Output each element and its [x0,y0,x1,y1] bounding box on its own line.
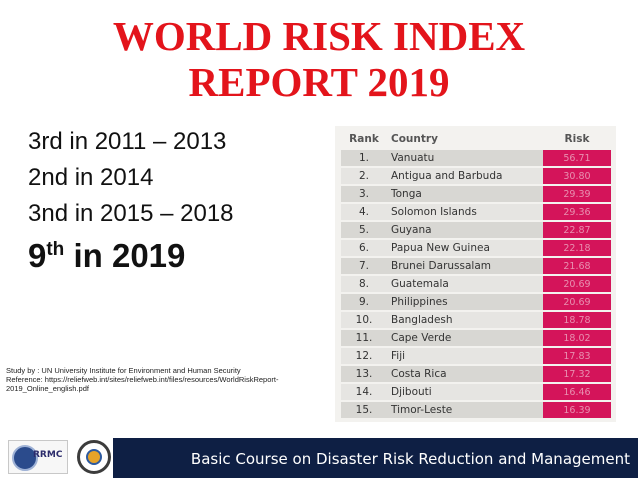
rank-cell: 2. [341,168,387,184]
country-cell: Guyana [387,222,543,238]
current-rank-suffix: th [46,239,65,260]
country-cell: Guatemala [387,276,543,292]
country-cell: Antigua and Barbuda [387,168,543,184]
risk-cell: 16.39 [543,402,611,418]
table-row: 4. Solomon Islands 29.36 [341,204,611,220]
risk-cell: 22.18 [543,240,611,256]
risk-cell: 17.83 [543,348,611,364]
country-cell: Djibouti [387,384,543,400]
footer: RRMC Basic Course on Disaster Risk Reduc… [0,438,638,478]
rank-cell: 12. [341,348,387,364]
risk-cell: 16.46 [543,384,611,400]
risk-cell: 17.32 [543,366,611,382]
table-row: 5. Guyana 22.87 [341,222,611,238]
table-row: 12. Fiji 17.83 [341,348,611,364]
rank-line: 3nd in 2015 – 2018 [28,200,234,227]
rank-cell: 13. [341,366,387,382]
footer-bar: Basic Course on Disaster Risk Reduction … [113,438,638,478]
risk-cell: 20.69 [543,276,611,292]
seal-center [86,449,102,465]
risk-cell: 29.39 [543,186,611,202]
current-rank: 9th in 2019 [28,234,234,278]
table-row: 1. Vanuatu 56.71 [341,150,611,166]
country-cell: Cape Verde [387,330,543,346]
table-row: 3. Tonga 29.39 [341,186,611,202]
rank-cell: 11. [341,330,387,346]
country-cell: Tonga [387,186,543,202]
country-cell: Vanuatu [387,150,543,166]
table-row: 8. Guatemala 20.69 [341,276,611,292]
rank-cell: 5. [341,222,387,238]
country-cell: Fiji [387,348,543,364]
study-credit: Study by : UN University Institute for E… [6,366,241,375]
table-body: 1. Vanuatu 56.71 2. Antigua and Barbuda 30.80… [341,150,611,418]
course-title: Basic Course on Disaster Risk Reduction … [190,450,630,468]
risk-cell: 29.36 [543,204,611,220]
rank-line: 3rd in 2011 – 2013 [28,128,227,155]
rank-cell: 15. [341,402,387,418]
country-cell: Solomon Islands [387,204,543,220]
risk-cell: 21.68 [543,258,611,274]
risk-cell: 30.80 [543,168,611,184]
table-row: 9. Philippines 20.69 [341,294,611,310]
country-cell: Costa Rica [387,366,543,382]
rank-line: 2nd in 2014 [28,164,154,191]
table-row: 10. Bangladesh 18.78 [341,312,611,328]
rrmc-logo-icon [12,445,38,471]
rank-history: 3rd in 2011 – 2013 2nd in 2014 3nd in 20… [28,124,234,278]
table-row: 2. Antigua and Barbuda 30.80 [341,168,611,184]
rank-cell: 8. [341,276,387,292]
table-row: 6. Papua New Guinea 22.18 [341,240,611,256]
table-row: 7. Brunei Darussalam 21.68 [341,258,611,274]
rank-cell: 14. [341,384,387,400]
rank-cell: 7. [341,258,387,274]
slide-title-line1: WORLD RISK INDEX [112,13,526,59]
header-country: Country [391,133,438,145]
rrmc-logo-text: RRMC [33,450,63,460]
header-rank: Rank [349,133,379,145]
risk-cell: 56.71 [543,150,611,166]
country-cell: Bangladesh [387,312,543,328]
risk-table: Rank Country Risk 1. Vanuatu 56.71 2. Antigu… [341,128,611,420]
rank-cell: 9. [341,294,387,310]
country-cell: Brunei Darussalam [387,258,543,274]
rank-cell: 3. [341,186,387,202]
current-rank-year: in 2019 [64,237,186,274]
source-note: Study by : UN University Institute for E… [6,366,316,393]
risk-table-panel: Rank Country Risk 1. Vanuatu 56.71 2. Antigu… [335,126,616,422]
slide-title-line2: REPORT 2019 [188,59,450,105]
risk-cell: 18.02 [543,330,611,346]
rrmc-logo: RRMC [8,440,68,474]
reference-link: Reference: https://reliefweb.int/sites/r… [6,375,279,393]
rank-cell: 4. [341,204,387,220]
risk-cell: 22.87 [543,222,611,238]
table-header-row: Rank Country Risk [341,130,611,148]
country-cell: Timor-Leste [387,402,543,418]
table-row: 13. Costa Rica 17.32 [341,366,611,382]
table-row: 11. Cape Verde 18.02 [341,330,611,346]
rank-cell: 6. [341,240,387,256]
risk-cell: 20.69 [543,294,611,310]
rank-cell: 1. [341,150,387,166]
agency-seal-icon [77,440,111,474]
table-row: 14. Djibouti 16.46 [341,384,611,400]
country-cell: Papua New Guinea [387,240,543,256]
table-row: 15. Timor-Leste 16.39 [341,402,611,418]
header-risk: Risk [564,133,590,145]
country-cell: Philippines [387,294,543,310]
rank-cell: 10. [341,312,387,328]
current-rank-number: 9 [28,237,47,274]
risk-cell: 18.78 [543,312,611,328]
